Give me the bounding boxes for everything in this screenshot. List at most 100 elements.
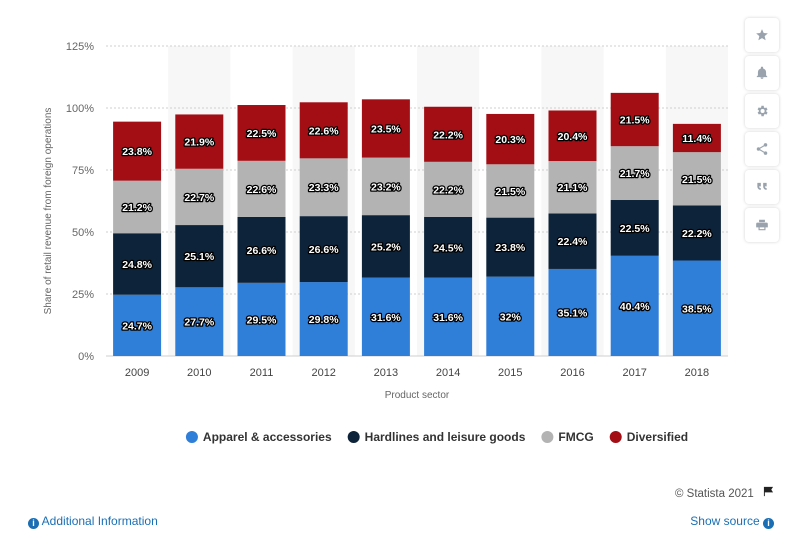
y-tick-label: 25%: [72, 289, 94, 301]
data-label: 22.2%: [433, 184, 463, 196]
x-axis-ticks: 2009 2010 2011 2012 2013 2014 2015 2016 2017 2018: [125, 367, 709, 379]
bar-segment[interactable]: [486, 276, 535, 356]
bar-segment[interactable]: [299, 158, 348, 217]
bar-segment[interactable]: [548, 213, 597, 269]
bar-segment[interactable]: [299, 216, 348, 283]
bar-segment[interactable]: [237, 105, 286, 161]
bar-segment[interactable]: [486, 164, 535, 218]
bar-segment[interactable]: [486, 217, 535, 277]
bar-segment[interactable]: [299, 282, 348, 356]
data-label: 21.5%: [495, 186, 525, 198]
y-axis-ticks: 0% 25% 50% 75% 100% 125%: [66, 41, 94, 363]
data-label: 29.5%: [247, 314, 277, 326]
legend-item[interactable]: FMCG: [541, 430, 594, 444]
bar-segment[interactable]: [548, 268, 597, 356]
bar-segment[interactable]: [361, 157, 410, 216]
data-label: 11.4%: [682, 133, 712, 145]
bar-segment[interactable]: [237, 160, 286, 217]
bar-segment[interactable]: [113, 294, 162, 356]
data-label: 21.1%: [558, 182, 588, 194]
legend-label: Apparel & accessories: [203, 430, 332, 444]
legend-label: Diversified: [627, 430, 688, 444]
legend-label: Hardlines and leisure goods: [365, 430, 526, 444]
data-label: 24.5%: [433, 242, 463, 254]
bar-segment[interactable]: [113, 233, 162, 295]
bar-segment[interactable]: [237, 282, 286, 356]
legend-item[interactable]: Apparel & accessories: [185, 430, 332, 444]
additional-information-link[interactable]: i Additional Information: [28, 514, 158, 529]
data-label: 22.2%: [682, 228, 712, 240]
bar-segment[interactable]: [424, 277, 473, 356]
x-tick-label: 2009: [125, 367, 149, 379]
cite-button[interactable]: [745, 170, 779, 204]
data-label: 23.3%: [309, 182, 339, 194]
data-label: 20.4%: [558, 131, 588, 143]
legend-marker: [185, 431, 198, 443]
print-icon: [756, 219, 768, 231]
y-tick-label: 100%: [66, 103, 94, 115]
bar-segment[interactable]: [672, 205, 721, 261]
x-tick-label: 2010: [187, 367, 211, 379]
flag-icon[interactable]: [763, 486, 774, 500]
bar-segment[interactable]: [175, 287, 224, 356]
x-tick-label: 2018: [685, 367, 709, 379]
settings-button[interactable]: [745, 94, 779, 128]
credit-text: © Statista 2021: [674, 488, 754, 500]
x-tick-label: 2011: [250, 367, 274, 379]
info-icon: i: [763, 518, 774, 529]
side-toolbar: [745, 18, 781, 242]
data-label: 35.1%: [558, 307, 588, 319]
y-tick-label: 50%: [72, 227, 94, 239]
data-label: 40.4%: [620, 301, 650, 313]
info-icon: i: [28, 518, 39, 529]
bar-segment[interactable]: [175, 114, 224, 169]
x-tick-label: 2016: [560, 367, 584, 379]
bar-segment[interactable]: [486, 113, 535, 165]
bar-segment[interactable]: [610, 146, 659, 201]
bar-segment[interactable]: [175, 225, 224, 288]
bar-segment[interactable]: [672, 260, 721, 356]
bar-segment[interactable]: [424, 216, 473, 278]
bar-segment[interactable]: [175, 168, 224, 226]
legend-marker: [541, 431, 554, 443]
legend-marker: [347, 431, 360, 443]
bar-segment[interactable]: [424, 106, 473, 162]
data-label: 26.6%: [309, 244, 339, 256]
bar-segment[interactable]: [610, 255, 659, 356]
y-tick-label: 125%: [66, 41, 94, 53]
data-label: 38.5%: [682, 303, 712, 315]
bar-segment[interactable]: [548, 161, 597, 214]
bar-segment[interactable]: [424, 161, 473, 217]
quote-icon: [757, 182, 767, 190]
data-label: 21.5%: [682, 174, 712, 186]
legend-item[interactable]: Diversified: [609, 430, 688, 444]
data-label: 22.6%: [309, 125, 339, 137]
bar-segment[interactable]: [299, 102, 348, 159]
bar-segment[interactable]: [361, 277, 410, 356]
data-label: 31.6%: [433, 312, 463, 324]
bar-segment[interactable]: [361, 99, 410, 158]
legend-item[interactable]: Hardlines and leisure goods: [347, 430, 526, 444]
legend: Apparel & accessories Hardlines and leisu…: [185, 430, 688, 444]
x-tick-label: 2013: [374, 367, 398, 379]
bar-segment[interactable]: [610, 92, 659, 147]
notification-button[interactable]: [745, 56, 779, 90]
bars: [113, 92, 721, 356]
x-tick-label: 2017: [622, 367, 646, 379]
bar-segment[interactable]: [548, 110, 597, 162]
bar-segment[interactable]: [672, 152, 721, 206]
favorite-button[interactable]: [745, 18, 779, 52]
bar-segment[interactable]: [113, 121, 162, 181]
share-button[interactable]: [745, 132, 779, 166]
bar-segment[interactable]: [113, 180, 162, 234]
print-button[interactable]: [745, 208, 779, 242]
bar-segment[interactable]: [361, 215, 410, 278]
data-label: 21.2%: [122, 202, 152, 214]
bar-segment[interactable]: [610, 200, 659, 256]
show-source-link[interactable]: Show source i: [690, 514, 774, 529]
bar-segment[interactable]: [672, 123, 721, 153]
bar-segment[interactable]: [237, 216, 286, 283]
data-label: 31.6%: [371, 312, 401, 324]
y-tick-label: 75%: [72, 165, 94, 177]
